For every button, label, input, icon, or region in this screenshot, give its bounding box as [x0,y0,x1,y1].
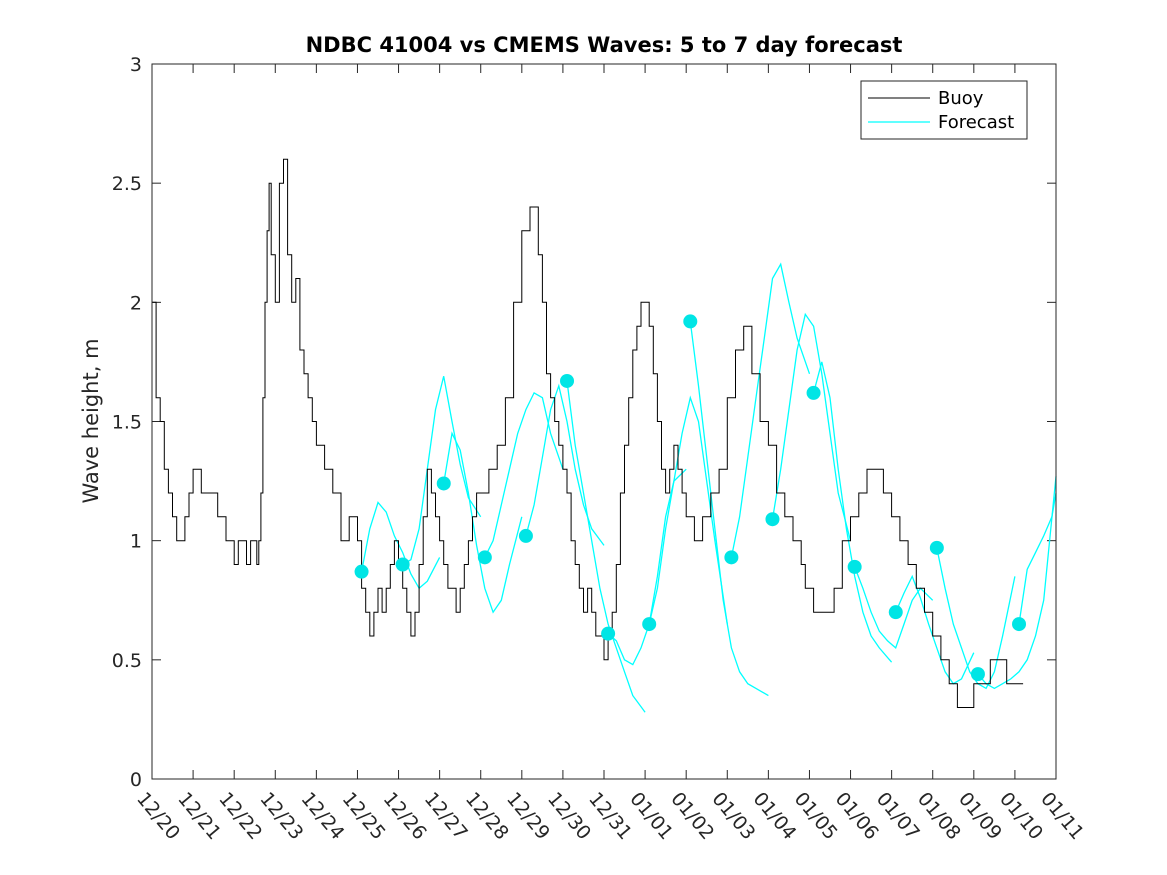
forecast-start-marker [354,564,369,579]
y-tick-label: 0.5 [112,650,142,672]
forecast-start-marker [518,528,533,543]
legend-forecast-label: Forecast [938,112,1014,133]
series-layer [152,158,1057,713]
y-tick-label: 2 [130,292,142,314]
legend-box [860,80,1028,140]
y-tick-label: 3 [130,54,142,76]
forecast-line-segment-15 [977,476,1057,690]
forecast-line-segment-10 [771,312,852,541]
buoy-line [152,158,1024,708]
forecast-start-marker [806,385,821,400]
forecast-start-marker [642,617,657,632]
forecast-start-marker [683,314,698,329]
forecast-start-marker [888,605,903,620]
y-axis-label: Wave height, m [79,338,103,503]
forecast-start-marker [724,550,739,565]
forecast-start-marker [560,373,575,388]
forecast-start-marker [765,512,780,527]
forecast-start-marker [477,550,492,565]
forecast-start-marker [395,557,410,572]
forecast-start-marker [929,540,944,555]
forecast-start-marker [847,559,862,574]
forecast-line-segment-5 [566,380,646,713]
forecast-line-segment-1 [402,376,482,566]
forecast-start-marker [436,476,451,491]
y-tick-label: 2.5 [112,173,142,195]
forecast-line-segment-9 [730,262,811,558]
forecast-line-segment-8 [689,321,769,697]
forecast-line-segment-11 [812,361,893,663]
forecast-start-marker [1012,617,1027,632]
y-tick-label: 1 [130,531,142,553]
forecast-line-segment-12 [854,566,934,650]
forecast-start-marker [970,667,985,682]
plot-frame [151,63,1057,780]
legend: Buoy Forecast [860,80,1028,140]
forecast-line-segment-6 [607,468,687,666]
chart-title: NDBC 41004 vs CMEMS Waves: 5 to 7 day fo… [306,33,903,57]
forecast-line-segment-16 [1018,492,1057,625]
y-tick-label: 1.5 [112,412,142,434]
forecast-start-marker [601,626,616,641]
y-tick-label: 0 [130,769,142,791]
y-axis: 0 0.5 1 1.5 2 2.5 3 [112,54,1056,791]
legend-buoy-label: Buoy [938,88,984,109]
forecast-line-segment-3 [484,391,564,558]
forecast-line-segment-2 [443,431,523,614]
